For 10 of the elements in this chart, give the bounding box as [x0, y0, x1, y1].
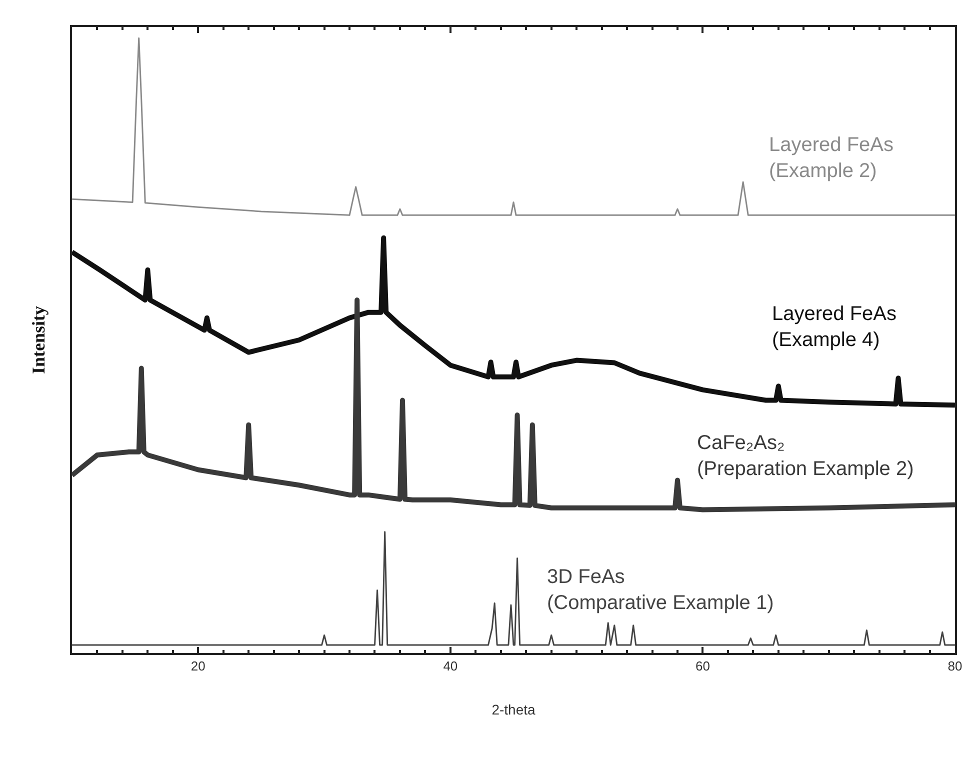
x-tick-label: 80	[948, 658, 962, 674]
x-axis-title: 2-theta	[492, 701, 536, 718]
x-tick-label: 20	[190, 658, 206, 674]
x-tick-label: 40	[443, 658, 458, 674]
series-label: Layered FeAs (Example 4)	[772, 303, 897, 351]
series-label: CaFe₂As₂ (Preparation Example 2)	[697, 432, 914, 480]
y-axis-title: Intensity	[28, 306, 49, 374]
series-label: Layered FeAs (Example 2)	[769, 134, 894, 182]
series-label: 3D FeAs (Comparative Example 1)	[547, 566, 774, 614]
x-tick-label: 60	[695, 658, 710, 674]
